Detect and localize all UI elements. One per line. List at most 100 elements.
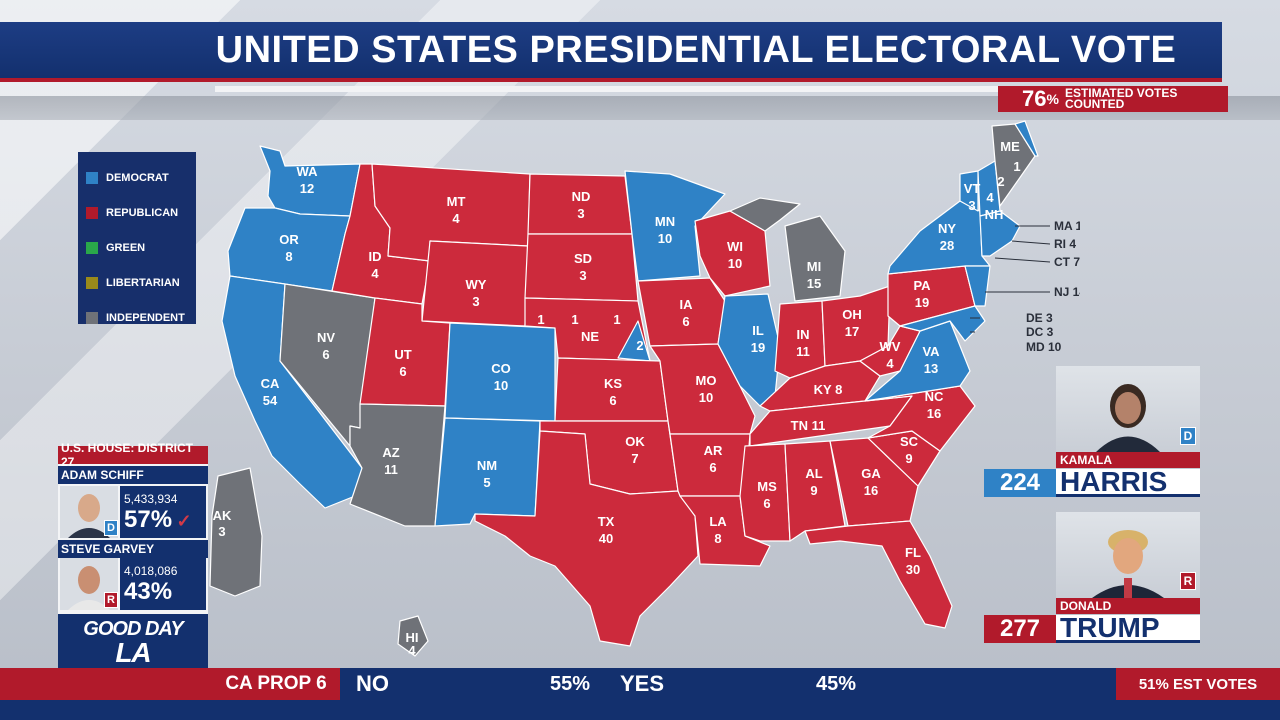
callout-md: MD 10 [1026, 340, 1062, 354]
house-race-panel: U.S. HOUSE: DISTRICT 27 ADAM SCHIFF D 5,… [58, 441, 208, 668]
state-label-sd: SD [574, 251, 592, 266]
state-votes-co: 10 [494, 378, 508, 393]
state-label-co: CO [491, 361, 511, 376]
ticker-bar [212, 668, 1116, 700]
page-title: UNITED STATES PRESIDENTIAL ELECTORAL VOT… [215, 28, 1177, 71]
state-me-2[interactable] [1014, 120, 1039, 157]
state-votes-tx: 40 [599, 531, 613, 546]
state-votes-mn: 10 [658, 231, 672, 246]
harris-photo [1056, 366, 1200, 452]
state-label-va: VA [922, 344, 940, 359]
votes-counted-sign: % [1046, 91, 1059, 107]
garvey-party-badge: R [104, 592, 118, 608]
state-label-hi: HI [406, 630, 419, 645]
legend-label: GREEN [106, 241, 146, 254]
state-votes-sc: 9 [905, 451, 912, 466]
state-votes-al: 9 [810, 483, 817, 498]
state-votes-wi: 10 [728, 256, 742, 271]
legend-label: INDEPENDENT [106, 311, 185, 324]
state-votes-az: 11 [384, 462, 398, 477]
state-label-nc: NC [925, 389, 944, 404]
schiff-party-badge: D [104, 520, 118, 536]
state-md[interactable] [899, 305, 986, 342]
portrait-icon [1092, 530, 1164, 598]
callout-ma: MA 11 [1054, 219, 1080, 233]
state-label-ms: MS [757, 479, 777, 494]
state-votes-nh: 4 [986, 190, 994, 205]
state-label-ne: NE [581, 329, 599, 344]
state-votes-va: 13 [924, 361, 938, 376]
state-label-sc: SC [900, 434, 919, 449]
state-label-ca: CA [261, 376, 280, 391]
bottom-strip [0, 700, 1280, 720]
state-votes-ga: 16 [864, 483, 878, 498]
party-legend: DEMOCRAT REPUBLICAN GREEN LIBERTARIAN IN… [78, 152, 196, 324]
ticker-measure-label: CA PROP 6 [212, 668, 340, 700]
votes-counted-percent: 76 [1022, 86, 1047, 111]
state-mi[interactable] [784, 215, 846, 302]
state-label-oh: OH [842, 307, 862, 322]
state-mi-up[interactable] [729, 197, 801, 232]
state-nj[interactable] [964, 265, 991, 307]
state-mn[interactable] [624, 170, 726, 282]
state-me[interactable] [991, 123, 1036, 207]
state-votes-ia: 6 [682, 314, 689, 329]
callout-de: DE 3 [1026, 311, 1053, 325]
state-label-id: ID [369, 249, 382, 264]
state-ia[interactable] [637, 277, 726, 347]
state-label-mt: MT [447, 194, 466, 209]
state-fl[interactable] [804, 520, 953, 629]
state-votes-mo: 10 [699, 390, 713, 405]
winner-check-icon: ✓ [176, 511, 192, 531]
state-nd[interactable] [527, 173, 633, 235]
state-votes-mt: 4 [452, 211, 460, 226]
legend-label: DEMOCRAT [106, 171, 169, 184]
callout-ct: CT 7 [1054, 255, 1080, 269]
schiff-stats: 5,433,934 57% ✓ [120, 486, 206, 538]
legend-item-independent: INDEPENDENT [86, 300, 188, 335]
garvey-vote-count: 4,018,086 [124, 564, 178, 578]
state-label-in: IN [797, 327, 810, 342]
ne-district-1: 1 [537, 312, 544, 327]
state-votes-mi: 15 [807, 276, 821, 291]
state-nc[interactable] [864, 385, 976, 452]
state-label-al: AL [805, 466, 822, 481]
state-vt[interactable] [959, 170, 979, 212]
state-label-nd: ND [572, 189, 591, 204]
ticker-estimated-votes: 51% EST VOTES [1116, 668, 1280, 700]
state-label-or: OR [279, 232, 299, 247]
state-label-ut: UT [394, 347, 411, 362]
title-bar: UNITED STATES PRESIDENTIAL ELECTORAL VOT… [0, 22, 1222, 92]
state-votes-sd: 3 [579, 268, 586, 283]
state-label-wi: WI [727, 239, 743, 254]
legend-swatch-green [86, 241, 98, 254]
state-hi[interactable] [397, 615, 429, 657]
state-ak[interactable] [209, 467, 263, 597]
state-tx[interactable] [474, 430, 699, 647]
garvey-percent: 43% [124, 578, 173, 605]
ticker-option-no: NO [356, 671, 389, 696]
candidate-name-garvey: STEVE GARVEY [58, 540, 208, 558]
trump-first-name: DONALD [1056, 598, 1200, 614]
legend-label: LIBERTARIAN [106, 276, 180, 289]
schiff-vote-count: 5,433,934 [124, 492, 178, 506]
state-label-tn: TN 11 [791, 418, 826, 433]
portrait-icon [1096, 384, 1160, 452]
legend-swatch-independent [86, 311, 98, 324]
state-label-ok: OK [625, 434, 645, 449]
harris-last-name: HARRIS [1056, 466, 1200, 497]
state-label-ks: KS [604, 376, 622, 391]
harris-electoral-votes: 224 [984, 469, 1056, 497]
legend-swatch-democrat [86, 171, 98, 184]
state-ne-2[interactable] [617, 320, 651, 362]
portrait-icon [68, 494, 110, 538]
state-label-ky: KY 8 [814, 382, 843, 397]
state-votes-id: 4 [371, 266, 379, 281]
state-votes-in: 11 [796, 344, 810, 359]
schiff-percent-row: 57% ✓ [120, 506, 206, 534]
state-label-nv: NV [317, 330, 335, 345]
state-label-mn: MN [655, 214, 675, 229]
state-ga[interactable] [829, 437, 919, 527]
harris-first-name: KAMALA [1056, 452, 1200, 468]
house-race-title: U.S. HOUSE: DISTRICT 27 [58, 441, 208, 469]
